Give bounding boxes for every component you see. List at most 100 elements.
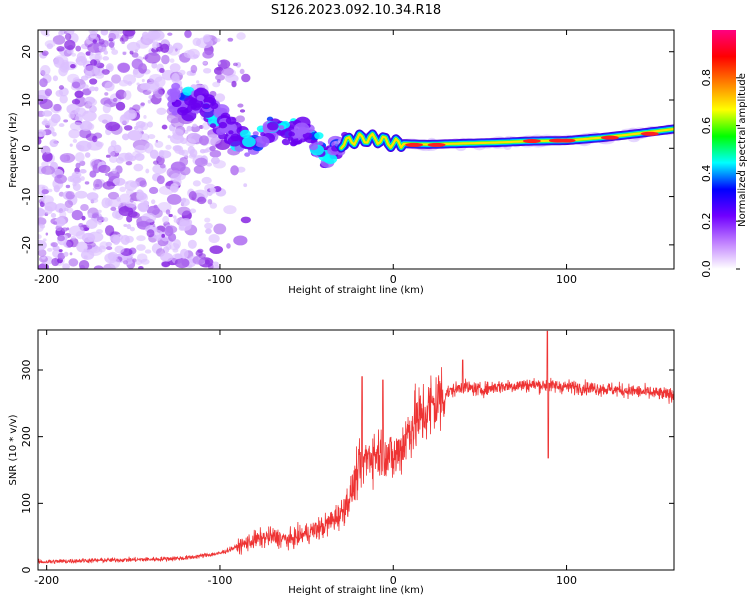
noise-speckle bbox=[133, 163, 144, 172]
noise-speckle bbox=[110, 206, 117, 212]
noise-speckle bbox=[161, 124, 168, 130]
noise-speckle bbox=[161, 54, 170, 65]
noise-speckle bbox=[161, 38, 169, 45]
noise-speckle bbox=[193, 165, 205, 174]
noise-speckle bbox=[131, 52, 139, 58]
noise-speckle bbox=[38, 208, 46, 217]
noise-speckle bbox=[123, 125, 133, 131]
ridge-core bbox=[340, 127, 674, 150]
noise-speckle bbox=[141, 78, 145, 83]
noise-speckle bbox=[65, 191, 75, 200]
noise-speckle bbox=[239, 68, 245, 75]
noise-speckle bbox=[80, 250, 95, 261]
noise-speckle bbox=[170, 173, 182, 183]
noise-speckle bbox=[172, 215, 177, 219]
noise-speckle bbox=[139, 191, 145, 196]
noise-speckle bbox=[75, 162, 81, 169]
noise-speckle bbox=[54, 203, 67, 214]
noise-speckle bbox=[41, 50, 49, 56]
colorbar-tick-label: 0.2 bbox=[700, 212, 713, 230]
noise-speckle bbox=[86, 241, 96, 248]
noise-speckle bbox=[209, 202, 218, 209]
noise-speckle bbox=[63, 251, 69, 257]
noise-speckle bbox=[38, 137, 42, 145]
noise-speckle bbox=[235, 115, 245, 123]
noise-speckle bbox=[53, 184, 61, 193]
noise-speckle bbox=[215, 74, 226, 81]
noise-speckle bbox=[45, 150, 51, 154]
noise-speckle bbox=[197, 196, 207, 205]
ridge-blob bbox=[244, 152, 251, 157]
noise-speckle bbox=[145, 81, 159, 93]
ridge-blob bbox=[323, 153, 338, 165]
noise-speckle bbox=[80, 204, 89, 212]
noise-speckle bbox=[106, 246, 113, 251]
noise-speckle bbox=[44, 33, 50, 37]
noise-speckle bbox=[94, 86, 99, 92]
noise-speckle bbox=[165, 225, 178, 234]
y-tick-label: -10 bbox=[20, 188, 33, 206]
noise-speckle bbox=[172, 42, 183, 51]
colorbar-tick-label: 0.4 bbox=[700, 165, 713, 183]
snr-y-axis-label: SNR (10 * v/v) bbox=[8, 414, 19, 485]
noise-speckle bbox=[119, 193, 132, 204]
noise-speckle bbox=[38, 217, 47, 226]
snr-x-axis-label: Height of straight line (km) bbox=[288, 585, 424, 596]
noise-speckle bbox=[59, 94, 68, 104]
hot-spot bbox=[640, 131, 659, 136]
noise-speckle bbox=[77, 144, 82, 150]
noise-speckle bbox=[98, 164, 111, 174]
x-tick-label: 100 bbox=[556, 273, 577, 286]
x-tick-label: -100 bbox=[207, 574, 232, 587]
noise-speckle bbox=[221, 68, 236, 78]
noise-speckle bbox=[133, 67, 139, 75]
noise-speckle bbox=[195, 249, 203, 257]
noise-speckle bbox=[227, 37, 234, 42]
noise-speckle bbox=[205, 228, 212, 234]
noise-speckle bbox=[126, 41, 141, 52]
noise-speckle bbox=[169, 63, 181, 73]
ridge-blob bbox=[184, 96, 196, 106]
noise-speckle bbox=[58, 123, 65, 128]
noise-speckle bbox=[89, 30, 98, 39]
noise-speckle bbox=[213, 223, 227, 235]
noise-speckle bbox=[175, 48, 178, 52]
figure-title: S126.2023.092.10.34.R18 bbox=[271, 3, 441, 18]
ridge-blob bbox=[167, 95, 177, 103]
noise-speckle bbox=[126, 223, 132, 230]
ridge-blob bbox=[254, 135, 270, 148]
noise-speckle bbox=[186, 125, 192, 132]
noise-speckle bbox=[149, 73, 163, 83]
noise-speckle bbox=[83, 248, 88, 253]
noise-speckle bbox=[85, 51, 92, 56]
snr-series-line bbox=[38, 330, 674, 564]
noise-speckle bbox=[207, 198, 213, 205]
noise-speckle bbox=[66, 103, 80, 115]
noise-speckle bbox=[84, 152, 91, 158]
noise-speckle bbox=[105, 121, 121, 132]
noise-speckle bbox=[90, 59, 98, 67]
noise-speckle bbox=[108, 155, 118, 163]
noise-speckle bbox=[107, 191, 120, 200]
noise-speckle bbox=[170, 182, 179, 193]
ridge-blob bbox=[289, 141, 297, 147]
noise-speckle bbox=[109, 151, 116, 157]
colorbar-label: Normalized spectral amplitude bbox=[737, 73, 748, 227]
noise-speckle bbox=[108, 32, 117, 41]
noise-speckle bbox=[98, 46, 108, 53]
noise-speckle bbox=[114, 245, 125, 254]
noise-speckle bbox=[237, 103, 244, 108]
noise-speckle bbox=[68, 128, 80, 139]
spectrogram-x-ticks: -200 -100 0 100 bbox=[34, 30, 577, 286]
noise-speckle bbox=[161, 261, 171, 268]
noise-speckle bbox=[125, 201, 137, 208]
noise-speckle bbox=[72, 183, 81, 191]
noise-speckle bbox=[158, 149, 165, 157]
noise-speckle bbox=[208, 234, 220, 244]
noise-speckle bbox=[115, 101, 126, 111]
noise-speckle bbox=[64, 33, 72, 41]
noise-speckle bbox=[81, 215, 86, 221]
noise-speckle bbox=[53, 56, 65, 68]
noise-speckle bbox=[140, 133, 150, 142]
